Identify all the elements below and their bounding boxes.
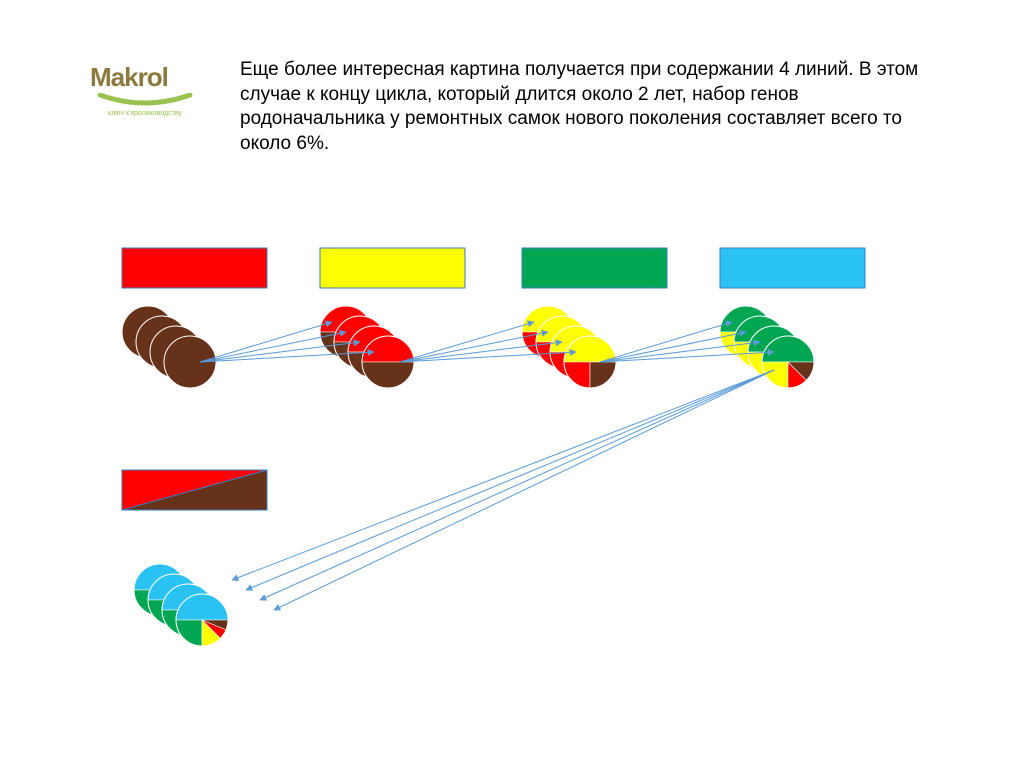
breeding-diagram <box>0 0 1024 768</box>
line-banner-1 <box>122 248 267 288</box>
line-banner-3 <box>522 248 667 288</box>
gene-stack-g2 <box>320 306 414 388</box>
line-banner-2 <box>320 248 465 288</box>
gene-stack-g3 <box>522 306 616 388</box>
line-banner-4 <box>720 248 865 288</box>
gene-stack-g1 <box>122 306 216 388</box>
arrows-layer <box>200 322 774 610</box>
line-banner-5 <box>122 470 267 510</box>
gene-stack-g4 <box>720 306 814 388</box>
gene-stack-g5 <box>134 564 228 646</box>
